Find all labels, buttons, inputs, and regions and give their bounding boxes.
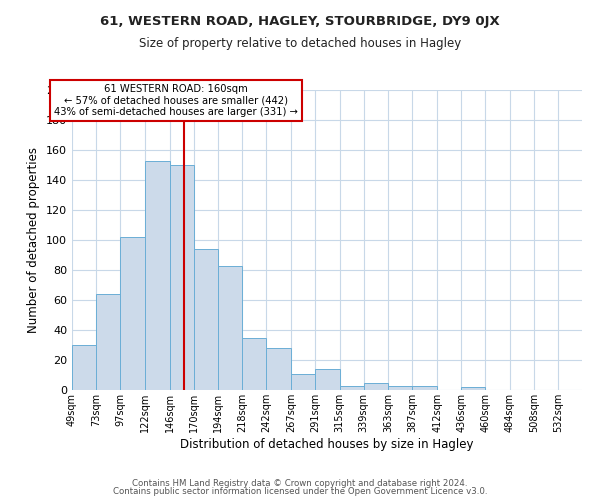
Y-axis label: Number of detached properties: Number of detached properties	[28, 147, 40, 333]
X-axis label: Distribution of detached houses by size in Hagley: Distribution of detached houses by size …	[180, 438, 474, 450]
Bar	[461, 387, 485, 390]
Bar	[242, 338, 266, 390]
Bar	[266, 348, 291, 390]
Bar	[145, 160, 170, 390]
Bar	[120, 237, 145, 390]
Bar	[96, 294, 120, 390]
Text: Size of property relative to detached houses in Hagley: Size of property relative to detached ho…	[139, 38, 461, 51]
Text: Contains HM Land Registry data © Crown copyright and database right 2024.: Contains HM Land Registry data © Crown c…	[132, 478, 468, 488]
Bar	[412, 386, 437, 390]
Text: Contains public sector information licensed under the Open Government Licence v3: Contains public sector information licen…	[113, 488, 487, 496]
Bar	[316, 369, 340, 390]
Bar	[170, 165, 194, 390]
Bar	[194, 249, 218, 390]
Bar	[218, 266, 242, 390]
Bar	[72, 345, 96, 390]
Bar	[364, 382, 388, 390]
Bar	[340, 386, 364, 390]
Text: 61, WESTERN ROAD, HAGLEY, STOURBRIDGE, DY9 0JX: 61, WESTERN ROAD, HAGLEY, STOURBRIDGE, D…	[100, 15, 500, 28]
Bar	[291, 374, 316, 390]
Bar	[388, 386, 412, 390]
Text: 61 WESTERN ROAD: 160sqm
← 57% of detached houses are smaller (442)
43% of semi-d: 61 WESTERN ROAD: 160sqm ← 57% of detache…	[53, 84, 298, 117]
